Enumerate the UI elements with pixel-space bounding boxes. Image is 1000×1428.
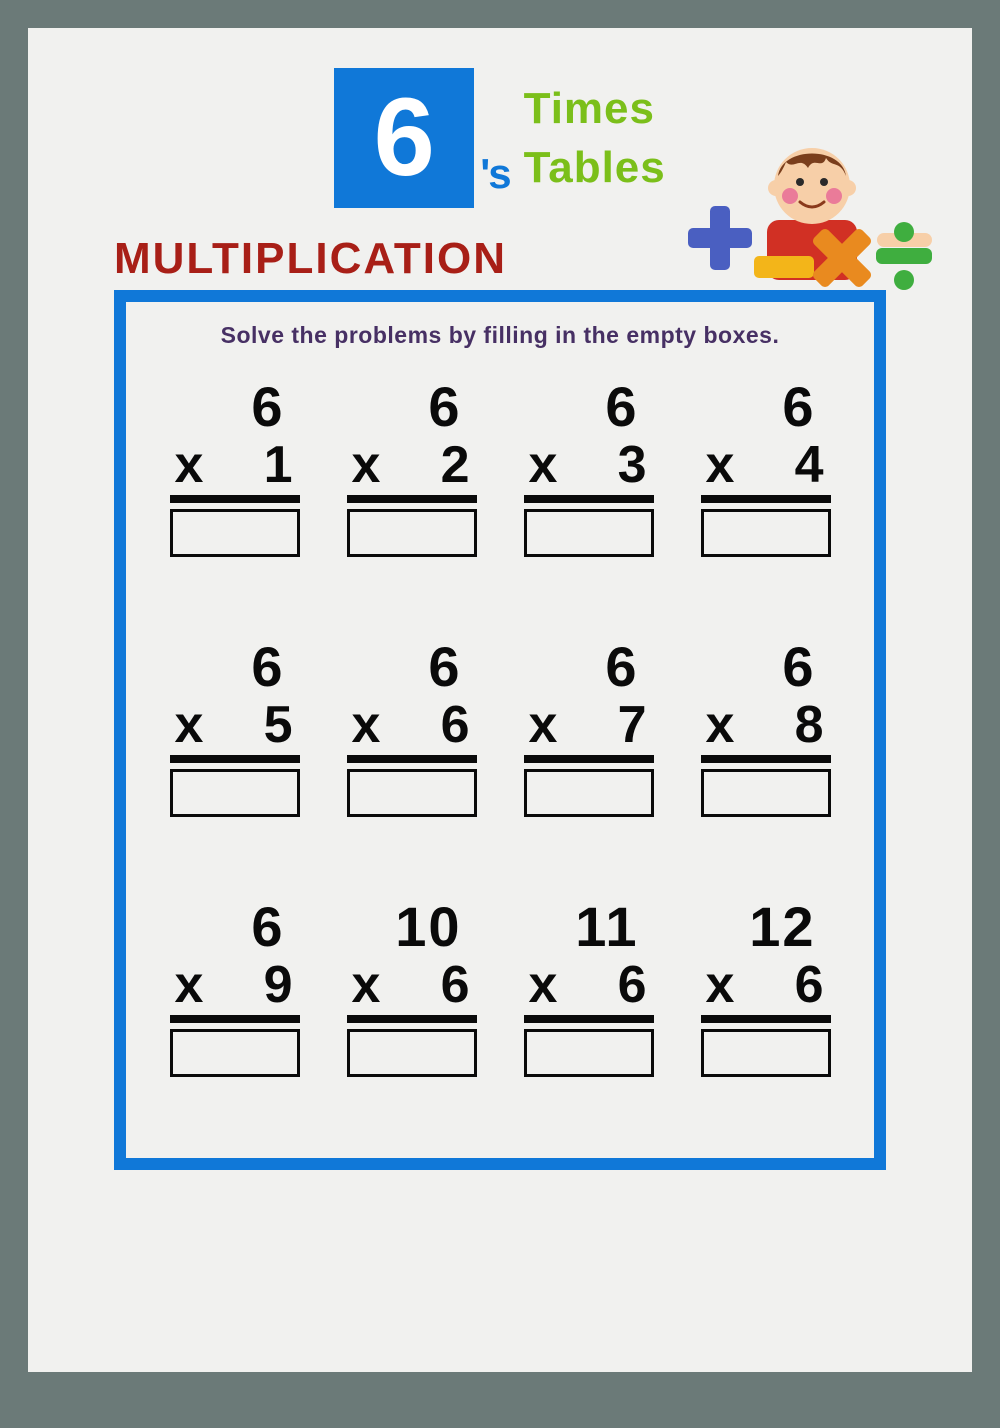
multiplicand: 11 (529, 899, 649, 955)
operator-symbol: x (352, 439, 383, 491)
multiplicand: 12 (706, 899, 826, 955)
operator-symbol: x (706, 439, 737, 491)
multiplicand: 6 (175, 639, 295, 695)
answer-box[interactable] (347, 1029, 477, 1077)
equals-line (170, 755, 300, 763)
multiplicand: 6 (352, 639, 472, 695)
times-tables-label: Times Tables (524, 79, 666, 198)
equals-line (347, 755, 477, 763)
operator-symbol: x (352, 959, 383, 1011)
answer-box[interactable] (170, 769, 300, 817)
operator-symbol: x (175, 959, 206, 1011)
multiplicand: 6 (175, 899, 295, 955)
multiplier-row: x4 (706, 439, 826, 491)
tables-label: Tables (524, 138, 666, 197)
operator-symbol: x (706, 699, 737, 751)
multiplier-row: x2 (352, 439, 472, 491)
problems-grid: 6x16x26x36x46x56x66x76x86x910x611x612x6 (156, 379, 844, 1099)
answer-box[interactable] (701, 1029, 831, 1077)
answer-box[interactable] (701, 769, 831, 817)
multiplier: 6 (441, 959, 472, 1011)
multiplier-row: x8 (706, 699, 826, 751)
number-badge: 6 ,s (334, 68, 474, 208)
multiplicand: 6 (706, 639, 826, 695)
multiplier-row: x6 (352, 699, 472, 751)
problem-cell: 6x5 (156, 639, 313, 839)
operator-symbol: x (175, 699, 206, 751)
answer-box[interactable] (524, 769, 654, 817)
problem-cell: 6x3 (510, 379, 667, 579)
equals-line (701, 1015, 831, 1023)
answer-box[interactable] (347, 509, 477, 557)
worksheet-page: 6 ,s 's Times Tables (28, 28, 972, 1372)
problem-cell: 6x2 (333, 379, 490, 579)
instructions-text: Solve the problems by filling in the emp… (156, 322, 844, 349)
multiplier: 1 (264, 439, 295, 491)
equals-line (170, 1015, 300, 1023)
multiplier-row: x6 (352, 959, 472, 1011)
answer-box[interactable] (701, 509, 831, 557)
multiplier-row: x9 (175, 959, 295, 1011)
worksheet-box: Solve the problems by filling in the emp… (114, 290, 886, 1170)
multiplier: 6 (618, 959, 649, 1011)
equals-line (524, 495, 654, 503)
equals-line (347, 495, 477, 503)
answer-box[interactable] (524, 509, 654, 557)
equals-line (701, 755, 831, 763)
problem-cell: 11x6 (510, 899, 667, 1099)
problem-cell: 6x4 (687, 379, 844, 579)
multiplier: 4 (795, 439, 826, 491)
multiplier-row: x6 (529, 959, 649, 1011)
problem-cell: 10x6 (333, 899, 490, 1099)
problem-cell: 6x7 (510, 639, 667, 839)
multiplier: 7 (618, 699, 649, 751)
multiplier-row: x1 (175, 439, 295, 491)
badge-suffix-label: 's (480, 150, 509, 198)
multiplier-row: x6 (706, 959, 826, 1011)
times-label: Times (524, 79, 666, 138)
multiplicand: 10 (352, 899, 472, 955)
operator-symbol: x (529, 439, 560, 491)
multiplier-row: x5 (175, 699, 295, 751)
operator-symbol: x (706, 959, 737, 1011)
badge-number: 6 (374, 83, 435, 193)
equals-line (524, 1015, 654, 1023)
multiplier: 6 (441, 699, 472, 751)
multiplicand: 6 (529, 379, 649, 435)
equals-line (170, 495, 300, 503)
equals-line (701, 495, 831, 503)
multiplier: 2 (441, 439, 472, 491)
equals-line (347, 1015, 477, 1023)
multiplier-row: x3 (529, 439, 649, 491)
multiplicand: 6 (352, 379, 472, 435)
answer-box[interactable] (170, 509, 300, 557)
multiplicand: 6 (175, 379, 295, 435)
multiplier: 8 (795, 699, 826, 751)
problem-cell: 6x1 (156, 379, 313, 579)
equals-line (524, 755, 654, 763)
problem-cell: 6x9 (156, 899, 313, 1099)
math-mascot-icon (682, 138, 942, 318)
multiplier: 6 (795, 959, 826, 1011)
multiplier-row: x7 (529, 699, 649, 751)
operator-symbol: x (529, 699, 560, 751)
operator-symbol: x (352, 699, 383, 751)
multiplicand: 6 (529, 639, 649, 695)
answer-box[interactable] (524, 1029, 654, 1077)
multiplicand: 6 (706, 379, 826, 435)
problem-cell: 6x8 (687, 639, 844, 839)
multiplier: 3 (618, 439, 649, 491)
problem-cell: 6x6 (333, 639, 490, 839)
problem-cell: 12x6 (687, 899, 844, 1099)
multiplier: 9 (264, 959, 295, 1011)
operator-symbol: x (529, 959, 560, 1011)
answer-box[interactable] (170, 1029, 300, 1077)
multiplier: 5 (264, 699, 295, 751)
answer-box[interactable] (347, 769, 477, 817)
operator-symbol: x (175, 439, 206, 491)
